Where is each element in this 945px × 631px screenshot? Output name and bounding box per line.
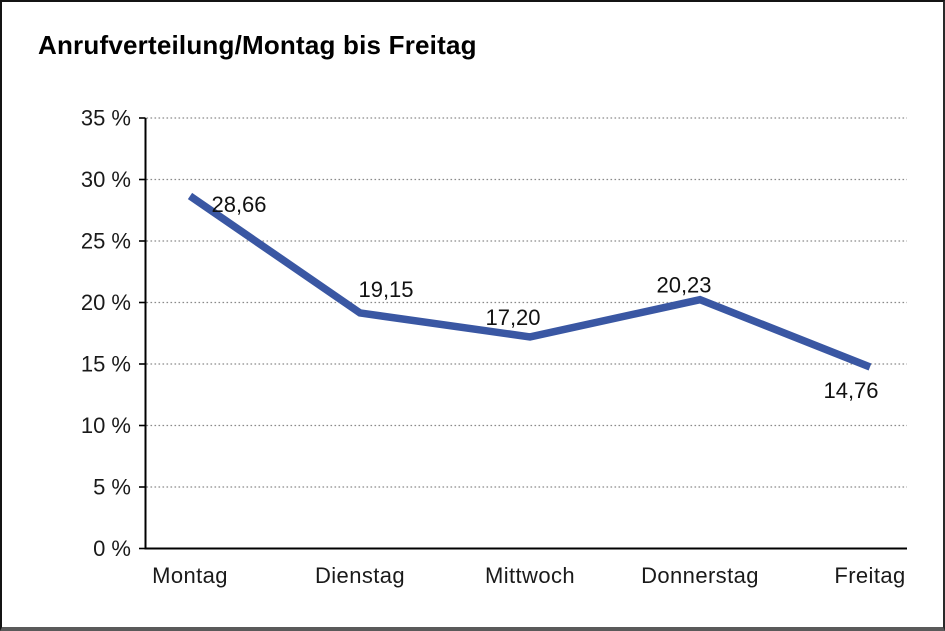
y-tick-label: 30 % bbox=[81, 167, 131, 192]
data-line bbox=[187, 192, 872, 371]
x-category-label: Mittwoch bbox=[485, 563, 575, 588]
x-category-label: Donnerstag bbox=[641, 563, 759, 588]
data-point-label: 14,76 bbox=[823, 378, 878, 403]
y-tick-label: 20 % bbox=[81, 290, 131, 315]
y-tick-label: 15 % bbox=[81, 352, 131, 377]
y-tick-label: 35 % bbox=[81, 106, 131, 131]
data-point-label: 20,23 bbox=[656, 273, 711, 298]
x-category-label: Montag bbox=[152, 563, 228, 588]
y-tick-label: 25 % bbox=[81, 229, 131, 254]
y-tick-label: 0 % bbox=[93, 536, 131, 561]
x-category-label: Freitag bbox=[834, 563, 905, 588]
data-point-label: 28,66 bbox=[211, 192, 266, 217]
y-tick-label: 10 % bbox=[81, 413, 131, 438]
y-tick-label: 5 % bbox=[93, 475, 131, 500]
x-category-label: Dienstag bbox=[315, 563, 405, 588]
data-point-label: 17,20 bbox=[485, 305, 540, 330]
data-point-label: 19,15 bbox=[358, 277, 413, 302]
chart-title: Anrufverteilung/Montag bis Freitag bbox=[38, 30, 477, 60]
